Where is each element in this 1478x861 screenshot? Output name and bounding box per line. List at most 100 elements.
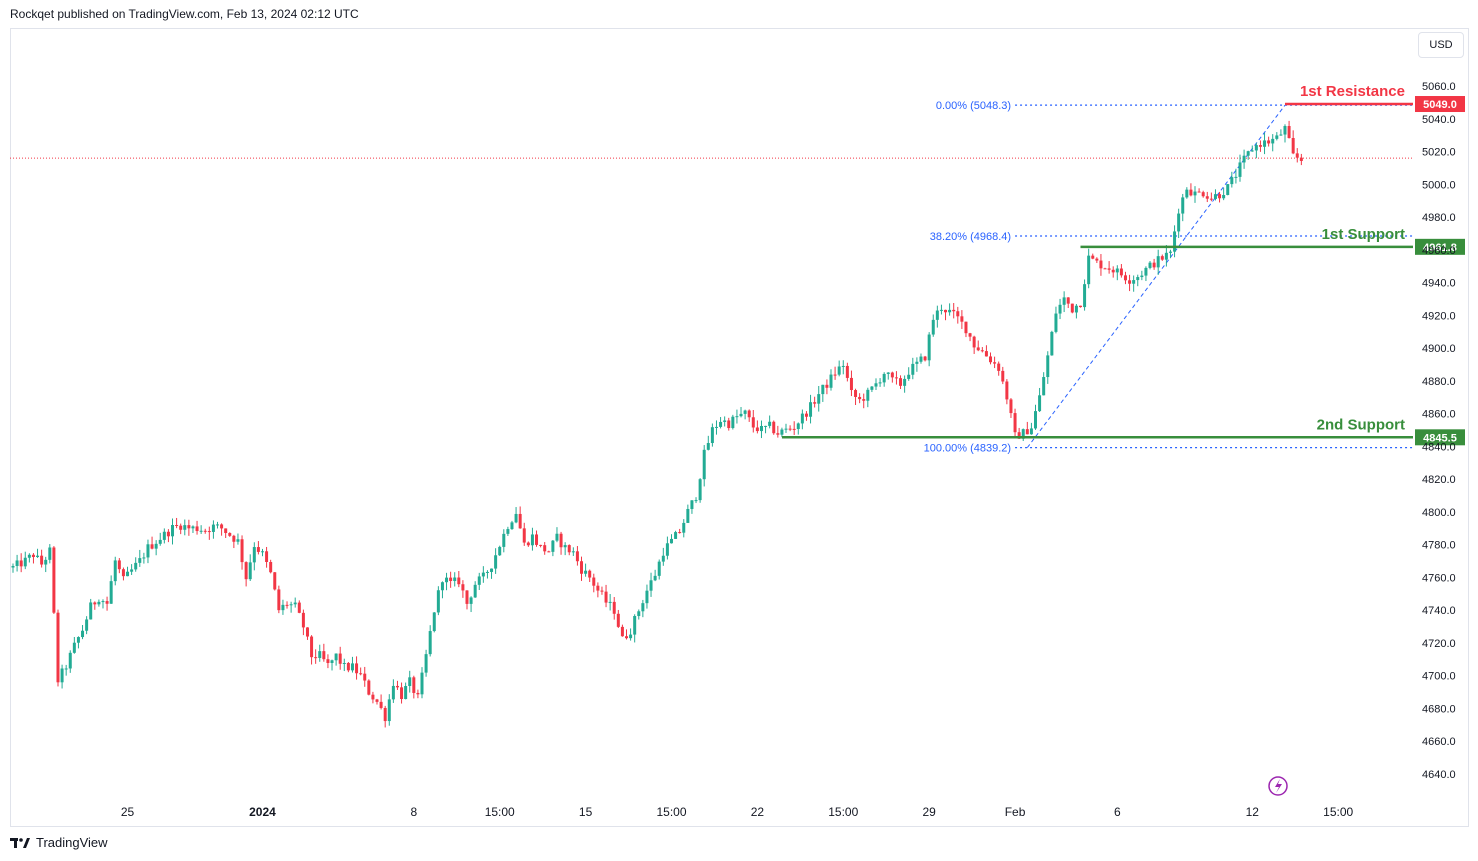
candle-body [1213, 194, 1217, 199]
candle-body [465, 590, 469, 604]
candle-body [310, 636, 314, 658]
candle-body [1160, 256, 1164, 260]
price-tick-label: 4940.0 [1422, 278, 1456, 290]
candle-body [1177, 213, 1181, 232]
candle-body [592, 577, 596, 586]
candle-body [588, 570, 592, 578]
candle-body [322, 651, 326, 660]
time-axis[interactable]: 25 2024 8 15:00 15 15:00 22 15:00 29 Feb 6 12 15:00 [121, 805, 1354, 819]
candle-body [252, 547, 256, 563]
candle-body [903, 378, 907, 386]
level-name-label: 1st Support [1322, 226, 1405, 243]
candle-body [882, 373, 886, 383]
currency-button[interactable]: USD [1418, 32, 1464, 58]
candle-body [612, 601, 616, 614]
fibonacci-retracement: 0.00% (5048.3) 38.20% (4968.4) 100.00% (48… [924, 100, 1413, 455]
candle-body [633, 616, 637, 635]
candle-body [510, 522, 514, 530]
candle-body [1185, 189, 1189, 198]
candle-body [207, 531, 211, 533]
candle-body [27, 554, 31, 558]
candle-body [1238, 162, 1242, 177]
candle-body [89, 602, 93, 620]
candle-body [81, 630, 85, 638]
candle-body [727, 420, 731, 429]
level-name-label: 1st Resistance [1300, 83, 1405, 100]
candle-body [563, 545, 567, 548]
candle-body [759, 425, 763, 432]
candle-body [719, 421, 723, 427]
candle-body [1091, 255, 1095, 259]
candle-body [175, 524, 179, 526]
candle-body [187, 525, 191, 529]
candle-body [265, 551, 269, 563]
candle-body [138, 558, 142, 563]
candle-body [1173, 231, 1177, 252]
candle-body [502, 533, 506, 547]
publisher-line: Rockqet published on TradingView.com, Fe… [10, 7, 359, 21]
candle-body [363, 673, 367, 681]
candle-body [825, 384, 829, 388]
candle-body [220, 524, 224, 529]
price-tick-label: 4860.0 [1422, 409, 1456, 421]
candle-body [154, 543, 158, 549]
candle-body [993, 362, 997, 364]
candle-body [498, 546, 502, 556]
candle-body [228, 533, 232, 536]
candle-body [1148, 262, 1152, 268]
price-tick-label: 4880.0 [1422, 376, 1456, 388]
price-tick-label: 4800.0 [1422, 507, 1456, 519]
candle-body [1299, 157, 1303, 161]
candle-body [629, 634, 633, 639]
candle-body [821, 384, 825, 395]
candle-body [224, 528, 228, 534]
candle-body [858, 396, 862, 400]
candle-body [1287, 126, 1291, 139]
candle-body [318, 651, 322, 658]
candle-body [1263, 140, 1267, 147]
time-tick-label: 2024 [249, 805, 276, 819]
price-tick-label: 4840.0 [1422, 441, 1456, 453]
candle-body [919, 356, 923, 362]
chart-frame [10, 28, 1469, 827]
candle-body [289, 604, 293, 606]
candle-body [935, 310, 939, 320]
candle-body [121, 569, 125, 577]
candle-body [236, 539, 240, 542]
candle-body [1258, 145, 1262, 147]
candle-body [1230, 177, 1234, 185]
candle-body [874, 383, 878, 387]
price-axis[interactable]: 4640.0 4660.0 4680.0 4700.0 4720.0 4740.0 4760… [1422, 81, 1456, 781]
candle-body [518, 513, 522, 529]
candle-body [1283, 126, 1287, 135]
candle-body [1029, 428, 1033, 435]
candle-body [216, 524, 219, 526]
candle-body [1201, 192, 1205, 197]
candle-body [931, 319, 935, 335]
candlestick-series [11, 120, 1303, 728]
candle-body [134, 562, 138, 570]
candle-body [714, 426, 718, 428]
candle-body [1128, 280, 1132, 284]
price-tick-label: 4640.0 [1422, 769, 1456, 781]
candle-body [473, 584, 477, 598]
candle-body [837, 366, 841, 375]
candle-body [387, 699, 391, 722]
candle-body [1136, 277, 1140, 281]
candle-body [334, 653, 338, 661]
candle-body [1025, 429, 1029, 435]
candle-body [1074, 305, 1078, 313]
candle-body [256, 547, 260, 552]
candle-body [833, 374, 837, 376]
lightning-icon[interactable] [1268, 776, 1288, 796]
candle-body [694, 500, 698, 502]
candle-body [85, 619, 89, 631]
candle-body [772, 421, 776, 434]
candle-body [972, 336, 976, 348]
candle-body [109, 581, 113, 604]
candle-body [600, 590, 604, 592]
candle-body [764, 425, 768, 427]
candle-body [526, 542, 530, 546]
candle-body [1042, 377, 1046, 396]
